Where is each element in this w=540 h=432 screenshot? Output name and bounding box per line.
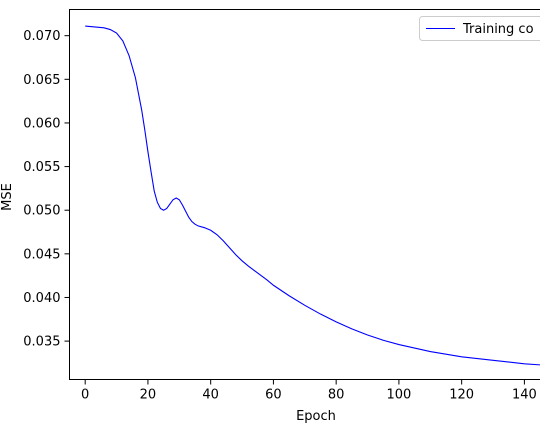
x-axis-label: Epoch [296,409,336,424]
y-tick-label: 0.050 [23,204,60,219]
y-axis-ticks: 0.035 0.040 0.045 0.050 0.055 0.060 0.065 0.070 [23,29,70,350]
series-line-training [85,25,540,366]
y-tick-label: 0.060 [23,116,60,131]
legend-box [419,16,540,41]
y-tick-label: 0.070 [23,29,60,44]
x-axis-ticks: 0 20 40 60 80 100 120 140 [81,379,537,403]
plot-area [69,9,540,380]
x-tick-label: 140 [512,388,537,403]
x-tick-label: 100 [386,388,411,403]
x-tick-label: 20 [140,388,157,403]
legend: Training co [419,16,540,41]
y-tick-label: 0.045 [23,247,60,262]
x-tick-label: 40 [202,388,219,403]
legend-label-training: Training co [462,22,534,37]
x-tick-label: 0 [81,388,89,403]
x-tick-label: 120 [449,388,474,403]
y-tick-label: 0.040 [23,291,60,306]
plot-frame [69,9,540,380]
y-tick-label: 0.065 [23,73,60,88]
x-tick-label: 80 [328,388,345,403]
y-tick-label: 0.035 [23,335,60,350]
y-axis-label: MSE [0,183,15,211]
x-tick-label: 60 [265,388,282,403]
y-tick-label: 0.055 [23,160,60,175]
